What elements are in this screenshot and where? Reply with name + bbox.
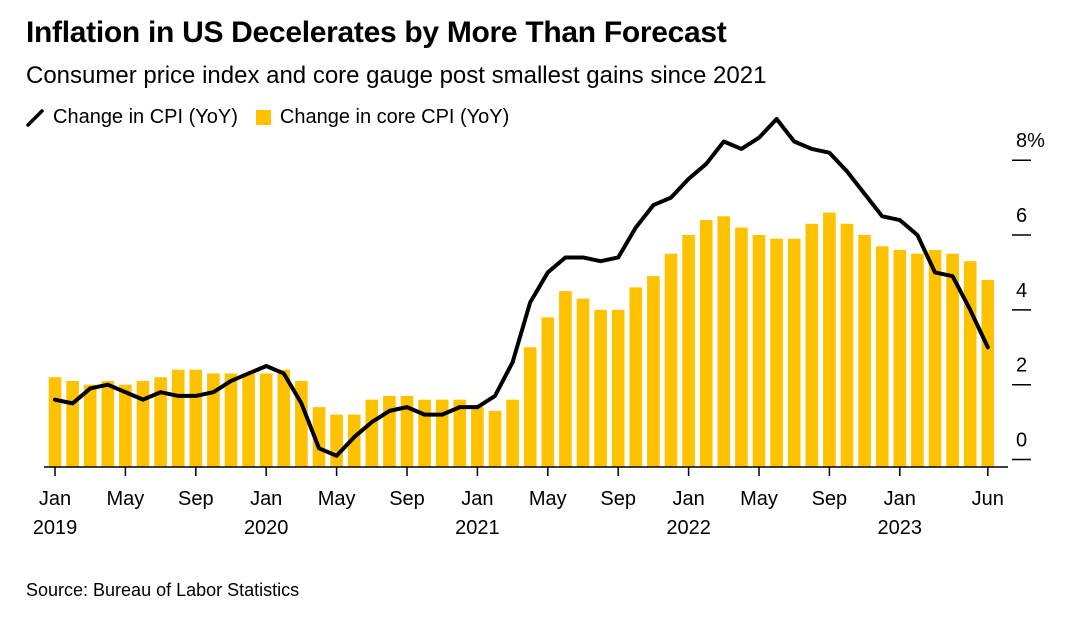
core-cpi-bar [171, 369, 185, 467]
core-cpi-bar [787, 238, 801, 467]
core-cpi-bar [717, 216, 731, 467]
core-cpi-bar [981, 279, 995, 467]
core-cpi-bar [559, 291, 572, 467]
core-cpi-bar [946, 253, 959, 467]
chart-title: Inflation in US Decelerates by More Than… [26, 16, 727, 49]
x-tick-label: May [318, 488, 356, 510]
x-tick-year-label: 2023 [878, 517, 923, 539]
core-cpi-bar [629, 287, 643, 467]
core-cpi-bar [594, 309, 607, 467]
core-cpi-bar [207, 373, 220, 467]
core-cpi-bar [66, 380, 79, 467]
core-cpi-bar [963, 261, 977, 467]
core-cpi-bar [330, 414, 343, 467]
core-cpi-bar [770, 238, 783, 467]
x-tick-year-label: 2022 [666, 517, 711, 539]
x-tick-label: Sep [812, 488, 848, 510]
x-tick-year-label: 2019 [33, 517, 78, 539]
core-cpi-bar [277, 369, 291, 467]
x-tick-label: Jan [250, 488, 282, 510]
core-cpi-bar [541, 317, 555, 467]
core-cpi-bar [735, 227, 748, 467]
x-tick-label: Jan [461, 488, 493, 510]
x-tick-label: Sep [389, 488, 425, 510]
core-cpi-bar [189, 369, 203, 467]
core-cpi-bar [805, 223, 819, 467]
core-cpi-bar [383, 395, 396, 467]
legend-item-cpi: Change in CPI (YoY) [26, 106, 238, 129]
core-cpi-bar [154, 377, 167, 467]
x-tick-label: Jun [972, 488, 1004, 510]
y-tick-label: 8% [1016, 130, 1045, 152]
x-tick-label: Sep [178, 488, 214, 510]
core-cpi-bar [523, 347, 537, 467]
legend-item-core-cpi: Change in core CPI (YoY) [255, 106, 510, 129]
core-cpi-bar [295, 380, 308, 467]
y-tick-label: 4 [1016, 280, 1027, 302]
x-tick-label: May [107, 488, 145, 510]
core-cpi-bar [83, 384, 97, 467]
core-cpi-bar [136, 380, 150, 467]
core-cpi-bar [312, 407, 326, 467]
cpi-line [53, 117, 990, 458]
x-tick-label: May [740, 488, 778, 510]
core-cpi-bar [453, 399, 467, 467]
core-cpi-bar [506, 399, 519, 467]
core-cpi-bar [664, 253, 678, 467]
source-note: Source: Bureau of Labor Statistics [26, 580, 300, 600]
core-cpi-bar [119, 384, 132, 467]
chart-subtitle: Consumer price index and core gauge post… [26, 62, 767, 89]
core-cpi-bar [224, 373, 238, 467]
x-tick-year-label: 2021 [455, 517, 500, 539]
core-cpi-bar [823, 212, 836, 467]
core-cpi-bar [365, 399, 379, 467]
core-cpi-bar [647, 276, 660, 467]
y-tick-label: 0 [1016, 430, 1027, 452]
square-swatch-icon [255, 110, 271, 125]
x-tick-label: Jan [39, 488, 71, 510]
legend-label-core-cpi: Change in core CPI (YoY) [279, 106, 510, 128]
legend: Change in CPI (YoY) Change in core CPI (… [26, 106, 509, 129]
core-cpi-bar [435, 399, 449, 467]
core-cpi-bar [400, 395, 414, 467]
core-cpi-bar [875, 246, 889, 467]
core-cpi-bar [858, 235, 871, 467]
x-tick-label: May [529, 488, 567, 510]
legend-label-cpi: Change in CPI (YoY) [53, 106, 238, 128]
core-cpi-bar [101, 380, 115, 467]
core-cpi-bar [471, 407, 484, 467]
core-cpi-bar [928, 249, 942, 467]
core-cpi-bar [259, 373, 273, 467]
core-cpi-bar [840, 223, 854, 467]
y-tick-label: 2 [1016, 355, 1027, 377]
core-cpi-bar [699, 220, 713, 467]
core-cpi-bar [418, 399, 431, 467]
x-tick-label: Jan [884, 488, 916, 510]
core-cpi-bar [611, 309, 625, 467]
core-cpi-bar [488, 410, 502, 467]
core-cpi-bar [576, 298, 590, 467]
core-cpi-bar [893, 249, 907, 467]
core-cpi-bar [48, 377, 62, 467]
core-cpi-bar [682, 235, 695, 467]
x-tick-year-label: 2020 [244, 517, 289, 539]
core-cpi-bar [752, 235, 766, 467]
x-tick-label: Jan [672, 488, 704, 510]
x-tick-label: Sep [600, 488, 636, 510]
y-tick-label: 6 [1016, 205, 1027, 227]
core-cpi-bar [242, 373, 255, 467]
core-cpi-bar [911, 253, 924, 467]
line-swatch-icon [26, 108, 44, 127]
core-cpi-bar [347, 414, 361, 467]
